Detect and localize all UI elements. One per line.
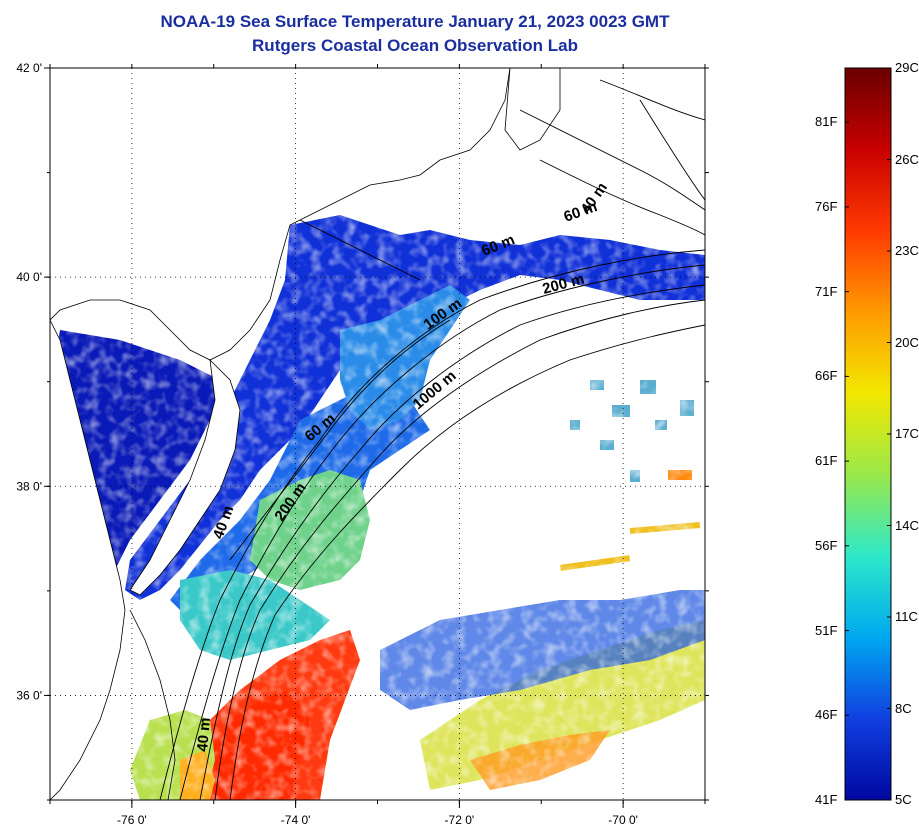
contour-label-40m-south: 40 m bbox=[194, 717, 214, 753]
lat-tick-label: 42 0' bbox=[16, 61, 42, 75]
colorbar bbox=[844, 67, 892, 801]
colorbar-celsius-label: 17C bbox=[895, 426, 919, 441]
lon-tick-label: -72 0' bbox=[445, 813, 475, 827]
graticule bbox=[50, 68, 705, 800]
land-new-england bbox=[50, 68, 511, 361]
lat-tick-label: 38 0' bbox=[16, 479, 42, 493]
lon-tick-label: -76 0' bbox=[117, 813, 147, 827]
land-delmarva bbox=[129, 358, 241, 596]
colorbar-fill bbox=[844, 67, 892, 801]
colorbar-celsius-label: 5C bbox=[895, 792, 912, 807]
colorbar-fahrenheit-label: 66F bbox=[815, 368, 838, 384]
lat-axis: 42 0' 40 0' 38 0' 36 0' bbox=[16, 61, 709, 801]
map-title: NOAA-19 Sea Surface Temperature January … bbox=[160, 12, 670, 31]
land-virginia bbox=[50, 319, 126, 800]
colorbar-celsius-label: 14C bbox=[895, 517, 919, 533]
colorbar-celsius-label: 26C bbox=[895, 151, 919, 167]
land bbox=[50, 68, 561, 800]
colorbar-fahrenheit-label: 41F bbox=[815, 792, 838, 807]
map-area: 40 m 60 m 60 m 200 m 100 m 1000 m 60 m 2… bbox=[50, 68, 705, 800]
colorbar-fahrenheit-label: 76F bbox=[815, 198, 838, 214]
lon-axis: -76 0' -74 0' -72 0' -70 0' bbox=[49, 64, 706, 827]
colorbar-fahrenheit-label: 61F bbox=[815, 453, 838, 469]
colorbar-fahrenheit-label: 51F bbox=[815, 622, 838, 638]
bathymetry-contours bbox=[159, 79, 705, 800]
colorbar-celsius-label: 23C bbox=[895, 243, 919, 258]
lat-tick-label: 40 0' bbox=[16, 270, 42, 284]
colorbar-fahrenheit-label: 56F bbox=[815, 537, 838, 553]
lat-tick-label: 36 0' bbox=[16, 688, 42, 702]
colorbar-fahrenheit-label: 81F bbox=[815, 114, 838, 130]
colorbar-celsius-label: 20C bbox=[895, 334, 919, 350]
lon-tick-label: -70 0' bbox=[608, 813, 638, 827]
colorbar-fahrenheit-label: 46F bbox=[815, 707, 838, 723]
colorbar-celsius-label: 8C bbox=[895, 700, 912, 716]
colorbar-celsius-label: 29C bbox=[895, 60, 919, 75]
lon-tick-label: -74 0' bbox=[281, 813, 311, 827]
map-subtitle: Rutgers Coastal Ocean Observation Lab bbox=[252, 36, 578, 55]
land-outer-banks bbox=[129, 609, 176, 800]
colorbar-ticks bbox=[845, 67, 891, 801]
land-cape-cod bbox=[504, 68, 561, 151]
colorbar-fahrenheit-label: 71F bbox=[815, 283, 838, 299]
colorbar-celsius-label: 11C bbox=[895, 609, 918, 624]
